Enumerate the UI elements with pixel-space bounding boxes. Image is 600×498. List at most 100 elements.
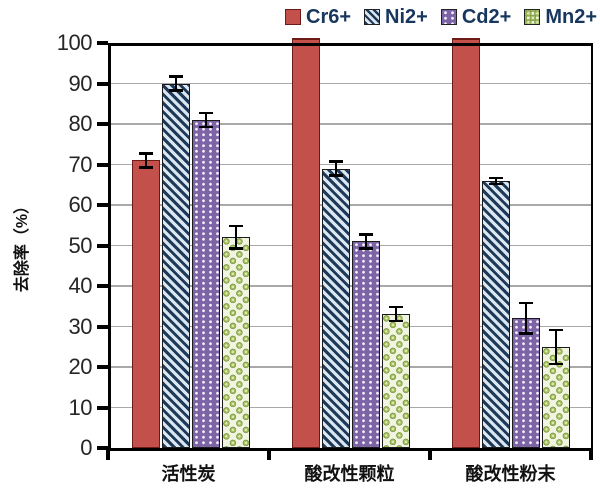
gridline-10 — [111, 406, 591, 409]
x-tick-mark — [267, 448, 271, 460]
legend-label: Mn2+ — [545, 6, 597, 28]
error-bar-cap-top — [138, 152, 153, 155]
y-axis-tick-marks — [97, 41, 108, 450]
error-bar-cap-top — [328, 160, 343, 163]
error-bar-line — [554, 328, 558, 365]
y-tick-label: 80 — [68, 111, 93, 136]
error-bar-cap-bottom — [228, 247, 243, 250]
error-bar-cap-top — [228, 225, 243, 228]
y-tick-label: 30 — [68, 313, 93, 339]
bar-slot — [221, 43, 250, 448]
y-tick-label: 70 — [68, 151, 93, 177]
bar-slot — [321, 43, 350, 448]
error-bar-cap-top — [198, 111, 213, 115]
error-bar-cap-bottom — [328, 174, 343, 177]
error-bar-line — [334, 160, 338, 177]
y-tick-mark — [97, 365, 108, 369]
bar-groups — [111, 38, 591, 448]
error-bar-line — [144, 152, 148, 169]
bar-mn2-group3 — [541, 346, 570, 448]
bar-slot — [381, 43, 410, 448]
error-bar-line — [204, 111, 208, 129]
error-bar-line — [494, 176, 498, 185]
legend-item-ni2: Ni2+ — [364, 7, 428, 27]
error-bar-line — [174, 75, 178, 92]
y-tick-label: 10 — [68, 394, 93, 420]
bar-ni2-group3 — [481, 180, 510, 448]
x-axis-tick-marks — [106, 448, 593, 460]
error-bar — [198, 111, 213, 129]
y-tick-label: 100 — [56, 30, 93, 55]
bar-cr6-group2 — [291, 38, 320, 448]
error-bar-cap-bottom — [488, 182, 503, 185]
bar-slot — [541, 43, 570, 448]
bar-group-2 — [271, 38, 431, 448]
legend-label: Ni2+ — [385, 6, 428, 28]
gridline-20 — [111, 366, 591, 368]
y-axis-tick-labels: 0 10 20 30 40 50 60 70 80 90 100 — [0, 31, 93, 460]
bar-slot — [351, 43, 380, 448]
error-bar-cap-bottom — [518, 332, 533, 335]
error-bar-cap-top — [518, 302, 533, 305]
legend-label: Cr6+ — [306, 6, 352, 28]
error-bar-cap-bottom — [198, 125, 213, 129]
error-bar-cap-bottom — [168, 89, 183, 92]
bar-slot — [451, 38, 480, 448]
error-bar-cap-top — [168, 75, 183, 78]
error-bar-line — [524, 302, 528, 335]
error-bar-line — [394, 306, 398, 323]
y-tick-mark — [97, 81, 108, 86]
y-tick-mark — [97, 405, 108, 410]
ni2-swatch-icon — [364, 9, 381, 25]
error-bar — [518, 302, 533, 335]
bar-ni2-group2 — [321, 168, 350, 448]
error-bar-cap-bottom — [358, 247, 373, 250]
x-tick-mark — [106, 448, 110, 460]
legend-label: Cd2+ — [461, 6, 512, 28]
category-label: 活性炭 — [161, 464, 216, 484]
bar-slot — [291, 38, 320, 448]
error-bar — [358, 233, 373, 250]
error-bar-cap-top — [388, 306, 403, 309]
bar-cr6-group1 — [131, 160, 160, 448]
bar-ni2-group1 — [161, 83, 190, 448]
bar-group-3 — [431, 38, 591, 448]
y-tick-mark — [97, 284, 108, 288]
plot-top-border — [108, 43, 594, 46]
bar-group-1 — [111, 43, 271, 448]
bar-slot — [131, 43, 160, 448]
bar-cd2-group2 — [351, 241, 380, 448]
x-axis-category-labels: 活性炭 酸改性颗粒 酸改性粉末 — [108, 460, 591, 486]
error-bar-line — [364, 233, 368, 250]
y-tick-mark — [97, 446, 108, 450]
gridline-30 — [111, 325, 591, 328]
x-tick-mark — [428, 448, 432, 460]
y-tick-label: 60 — [68, 192, 93, 217]
bar-slot — [161, 43, 190, 448]
error-bar-cap-bottom — [388, 320, 403, 323]
error-bar-cap-top — [358, 233, 373, 236]
x-tick-mark — [589, 448, 593, 460]
y-tick-mark — [97, 162, 108, 167]
error-bar — [488, 176, 503, 185]
gridline-80 — [111, 123, 591, 125]
cd2-swatch-icon — [440, 9, 457, 25]
error-bar-line — [234, 225, 238, 250]
gridline-90 — [111, 82, 591, 85]
y-tick-label: 40 — [68, 273, 93, 298]
error-bar-cap-top — [488, 176, 503, 179]
category-label: 酸改性颗粒 — [304, 464, 395, 484]
bar-slot — [481, 43, 510, 448]
cr6-swatch-icon — [285, 9, 301, 25]
gridline-70 — [111, 163, 591, 166]
bar-cr6-group3 — [451, 38, 480, 448]
bar-slot — [191, 43, 220, 448]
y-tick-mark — [97, 41, 108, 45]
error-bar-cap-bottom — [138, 166, 153, 169]
error-bar-cap-top — [548, 328, 563, 331]
plot-area — [108, 38, 594, 451]
y-tick-label: 90 — [68, 70, 93, 96]
error-bar — [388, 306, 403, 323]
gridline-50 — [111, 244, 591, 247]
y-tick-mark — [97, 203, 108, 207]
